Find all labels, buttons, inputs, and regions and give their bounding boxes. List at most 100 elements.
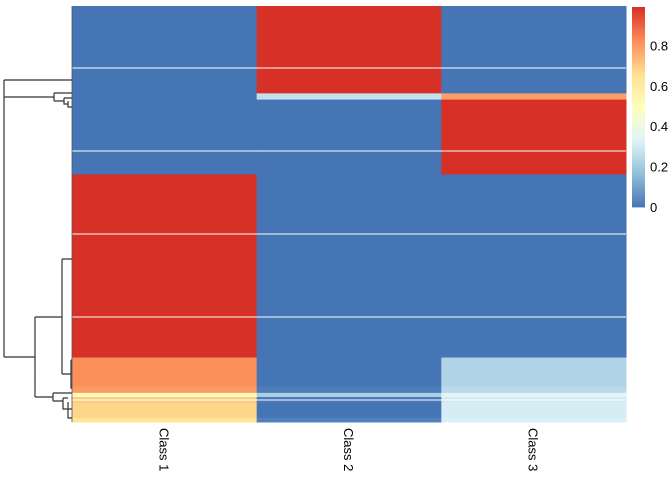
legend-color-step (632, 123, 645, 126)
legend-color-step (632, 9, 645, 12)
legend-color-step (632, 179, 645, 182)
legend-color-step (632, 187, 645, 190)
legend-color-step (632, 115, 645, 118)
legend-color-step (632, 63, 645, 66)
heatmap-cell-block8-class-1 (72, 403, 258, 419)
legend-tick-label: 0 (650, 200, 657, 215)
legend-color-step (632, 17, 645, 20)
heatmap-cell-block0-class-1 (72, 6, 258, 94)
heatmap-cell-block5-class-1 (72, 386, 258, 394)
heatmap-cell-block6-class-2 (256, 392, 442, 398)
legend-color-step (632, 81, 645, 84)
legend-color-step (632, 45, 645, 48)
legend-color-step (632, 189, 645, 192)
heatmap-cell-block1-class-2 (256, 93, 442, 101)
legend-color-step (632, 99, 645, 102)
legend-color-step (632, 25, 645, 28)
row-separators (71, 6, 626, 422)
legend-color-step (632, 47, 645, 50)
heatmap-cell-block0-class-2 (256, 6, 442, 94)
legend-color-step (632, 129, 645, 132)
legend-color-step (632, 103, 645, 106)
legend-color-step (632, 59, 645, 62)
column-label: Class 2 (341, 428, 356, 471)
legend-color-step (632, 11, 645, 14)
legend-color-step (632, 33, 645, 36)
legend-color-step (632, 153, 645, 156)
legend-color-step (632, 177, 645, 180)
legend-color-step (632, 157, 645, 160)
heatmap-cell-block6-class-3 (441, 392, 627, 398)
heatmap-cell-block2-class-3 (441, 99, 627, 175)
legend-color-step (632, 131, 645, 134)
legend-color-step (632, 43, 645, 46)
legend-color-step (632, 175, 645, 178)
legend-color-step (632, 41, 645, 44)
legend-color-step (632, 15, 645, 18)
legend-color-step (632, 69, 645, 72)
legend-color-step (632, 13, 645, 16)
dendrogram-root (3, 79, 72, 358)
legend-color-step (632, 151, 645, 154)
legend-color-step (632, 53, 645, 56)
legend-color-step (632, 35, 645, 38)
legend-color-step (632, 61, 645, 64)
legend-color-step (632, 65, 645, 68)
legend-color-step (632, 67, 645, 70)
legend-color-step (632, 201, 645, 204)
legend-color-step (632, 191, 645, 194)
legend-tick-label: 0.2 (650, 160, 668, 175)
dendrogram-top-cluster (53, 92, 72, 108)
legend-color-step (632, 21, 645, 24)
legend-color-step (632, 141, 645, 144)
heatmap-cell-block9-class-3 (441, 417, 627, 423)
legend-color-step (632, 121, 645, 124)
legend-color-step (632, 147, 645, 150)
legend-color-step (632, 159, 645, 162)
legend-color-step (632, 7, 645, 10)
legend-color-step (632, 203, 645, 206)
legend-color-step (632, 133, 645, 136)
column-label: Class 1 (156, 428, 171, 471)
legend-color-step (632, 137, 645, 140)
legend-color-step (632, 75, 645, 78)
legend-color-step (632, 51, 645, 54)
legend-color-step (632, 109, 645, 112)
legend-color-step (632, 95, 645, 98)
legend-color-step (632, 31, 645, 34)
legend-color-step (632, 143, 645, 146)
legend-color-step (632, 161, 645, 164)
legend-color-step (632, 173, 645, 176)
legend-color-step (632, 169, 645, 172)
legend-color-step (632, 171, 645, 174)
legend-tick-label: 0.6 (650, 79, 668, 94)
legend-color-step (632, 163, 645, 166)
legend-color-step (632, 205, 645, 208)
legend-tick-label: 0.8 (650, 38, 668, 53)
heatmap-cell-block1-class-1 (72, 93, 258, 101)
heatmap-cell-block9-class-1 (72, 417, 258, 423)
legend-color-step (632, 79, 645, 82)
legend-color-step (632, 73, 645, 76)
legend-color-step (632, 145, 645, 148)
legend-color-step (632, 183, 645, 186)
heatmap-cell-block4-class-2 (256, 357, 442, 388)
heatmap-cells (72, 6, 627, 423)
heatmap-cell-block3-class-2 (256, 174, 442, 359)
legend-color-step (632, 71, 645, 74)
legend-color-step (632, 139, 645, 142)
legend-color-step (632, 127, 645, 130)
legend-color-step (632, 193, 645, 196)
heatmap-cell-block4-class-1 (72, 357, 258, 388)
legend-color-step (632, 125, 645, 128)
legend-color-step (632, 77, 645, 80)
legend-color-step (632, 119, 645, 122)
heatmap-cell-block5-class-3 (441, 386, 627, 394)
legend-color-step (632, 107, 645, 110)
heatmap-cell-block8-class-2 (256, 403, 442, 419)
heatmap-cell-block3-class-1 (72, 174, 258, 359)
legend-color-step (632, 83, 645, 86)
legend-color-step (632, 155, 645, 158)
heatmap-cell-block8-class-3 (441, 403, 627, 419)
